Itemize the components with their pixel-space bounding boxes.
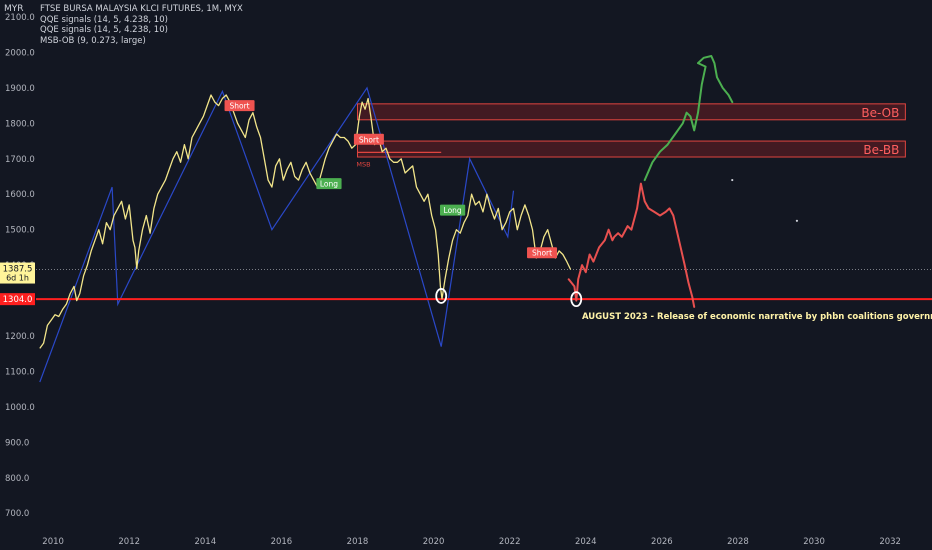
chart-legend: FTSE BURSA MALAYSIA KLCI FUTURES, 1M, MY… (40, 4, 243, 46)
highlight-circle (435, 288, 448, 304)
y-tick-label: 1200.0 (5, 332, 35, 342)
current-price-badge (0, 262, 35, 284)
x-tick-label: 2032 (879, 537, 901, 547)
short-signal-badge[interactable] (353, 133, 384, 145)
highlight-circle (570, 291, 583, 308)
y-tick-label: 1100.0 (5, 367, 35, 377)
candle-countdown: 6d 1h (6, 274, 29, 283)
y-tick-label: 700.0 (5, 509, 29, 519)
x-tick-label: 2018 (347, 537, 369, 547)
x-tick-label: 2022 (499, 537, 521, 547)
annotation-dot (731, 178, 734, 182)
zigzag-line (39, 86, 515, 383)
y-tick-label: 1500.0 (5, 226, 35, 236)
short-signal-label: Short (532, 249, 552, 258)
x-tick-label: 2016 (271, 537, 293, 547)
projection-bullish (643, 55, 734, 182)
long-signal-badge[interactable] (316, 178, 342, 190)
x-tick-label: 2012 (118, 537, 140, 547)
x-tick-label: 2028 (727, 537, 749, 547)
y-tick-label: 1000.0 (5, 403, 35, 413)
annotation-text: AUGUST 2023 - Release of economic narrat… (582, 312, 932, 322)
long-signal-badge[interactable] (440, 204, 466, 216)
annotation-dot (795, 219, 799, 222)
y-tick-label: 1900.0 (5, 84, 35, 94)
short-signal-label: Short (359, 135, 379, 144)
long-signal-label: Long (320, 180, 338, 189)
y-tick-label: 1800.0 (5, 119, 35, 129)
y-tick-label: 2100.0 (5, 13, 35, 23)
x-tick-label: 2010 (42, 537, 64, 547)
support-price-value: 1304.0 (3, 295, 33, 305)
support-price-badge (0, 293, 35, 306)
price-line[interactable] (39, 94, 572, 349)
x-tick-label: 2014 (194, 537, 216, 547)
indicator-qqe-1[interactable]: QQE signals (14, 5, 4.238, 10) (40, 14, 168, 25)
short-signal-badge[interactable] (527, 247, 558, 259)
y-tick-label: 1600.0 (5, 190, 35, 200)
x-tick-label: 2020 (423, 537, 445, 547)
current-price-value: 1387.5 (3, 265, 33, 275)
y-tick-label: 1700.0 (5, 155, 35, 165)
y-axis-unit: MYR (4, 4, 24, 14)
short-signal-badge[interactable] (224, 100, 255, 112)
symbol-title[interactable]: FTSE BURSA MALAYSIA KLCI FUTURES, 1M, MY… (40, 4, 243, 14)
order-block-box[interactable] (356, 103, 906, 121)
order-block-box[interactable] (356, 140, 906, 158)
msb-label: MSB (356, 160, 370, 168)
y-tick-label: 800.0 (5, 474, 29, 484)
indicator-qqe-2[interactable]: QQE signals (14, 5, 4.238, 10) (40, 25, 168, 35)
short-signal-label: Short (229, 102, 249, 111)
indicator-msb-ob[interactable]: MSB-OB (9, 0.273, large) (40, 35, 146, 46)
y-tick-label: 900.0 (5, 438, 29, 448)
order-block-label: Be-OB (861, 106, 899, 120)
y-tick-label: 2000.0 (5, 48, 35, 58)
x-tick-label: 2026 (651, 537, 673, 547)
order-block-label: Be-BB (863, 143, 899, 157)
x-tick-label: 2024 (575, 537, 597, 547)
projection-bearish (567, 182, 696, 308)
long-signal-label: Long (444, 206, 462, 215)
x-tick-label: 2030 (803, 537, 825, 547)
